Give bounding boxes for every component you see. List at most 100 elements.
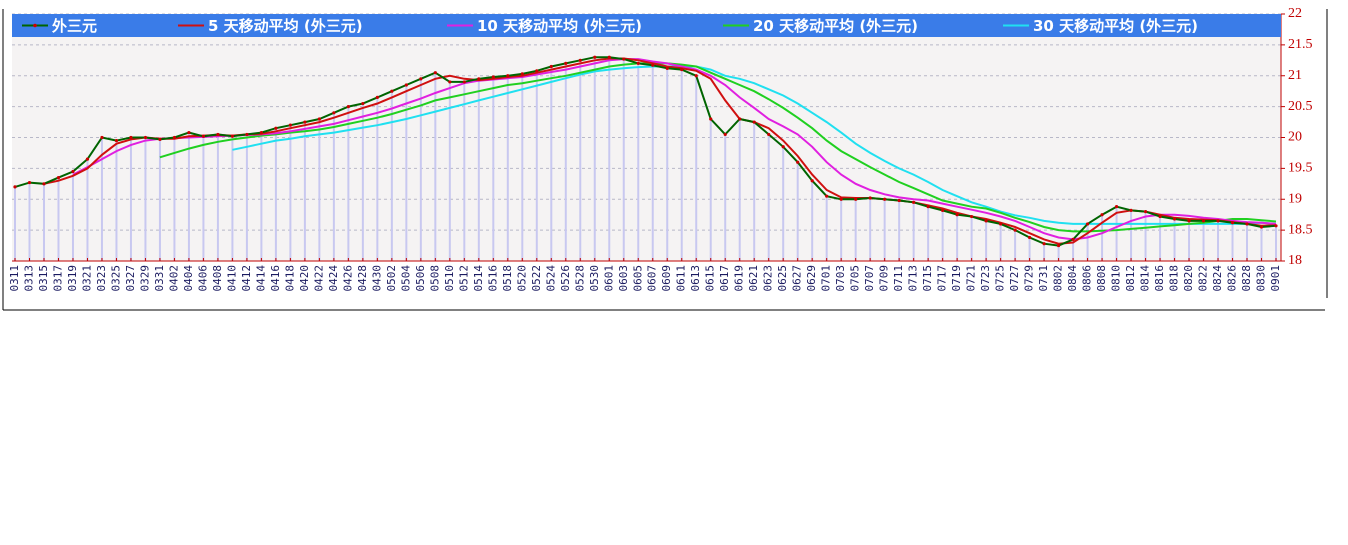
point [694,74,698,78]
x-tick-label: 0625 [776,265,789,292]
x-tick-label: 0508 [428,265,441,292]
x-tick-label: 0901 [1269,265,1282,292]
series-line [72,58,1277,241]
point [433,71,437,75]
x-tick-label: 0721 [965,265,978,292]
x-tick-label: 0601 [602,265,615,292]
x-tick-label: 0828 [1240,265,1253,292]
point [622,57,626,61]
point [738,117,742,121]
point [1042,242,1046,246]
x-tick-label: 0516 [486,265,499,292]
point [1187,219,1191,223]
point [419,77,423,81]
point [114,138,119,143]
x-tick-label: 0822 [1197,265,1210,292]
x-tick-label: 0818 [1168,265,1181,292]
x-tick-label: 0408 [211,265,224,292]
point [100,135,104,140]
point [854,197,858,201]
x-tick-label: 0402 [167,265,180,292]
point [158,137,162,141]
legend-label: 10 天移动平均 (外三元) [477,17,642,35]
point [1085,222,1090,226]
point [767,132,771,137]
point [390,89,394,93]
y-tick-label: 20.5 [1288,99,1313,114]
x-tick-label: 0502 [385,265,398,292]
x-tick-label: 0424 [327,265,340,292]
x-tick-label: 0824 [1211,265,1224,292]
legend [12,14,1281,37]
point [27,180,32,185]
point [564,61,568,65]
x-tick-label: 0607 [646,265,659,292]
x-tick-label: 0512 [457,265,470,292]
x-tick-label: 0820 [1182,265,1195,292]
point [259,130,264,135]
x-tick-label: 0504 [399,265,412,292]
x-tick-label: 0711 [892,265,905,292]
point [187,130,191,135]
x-tick-label: 0605 [631,265,644,292]
x-tick-label: 0725 [994,265,1007,292]
point [1245,222,1249,226]
point [1158,214,1162,219]
x-tick-label: 0623 [762,265,775,292]
x-tick-label: 0323 [95,265,108,292]
point [1056,243,1061,248]
point [375,95,379,99]
point [1230,221,1235,225]
y-tick-label: 18.5 [1288,222,1313,237]
x-tick-label: 0727 [1008,265,1021,292]
point [926,205,930,209]
point [781,145,785,149]
point [216,132,220,137]
point [941,208,945,212]
x-tick-label: 0321 [80,265,93,292]
point [274,126,278,130]
point [1027,235,1032,240]
x-tick-label: 0416 [269,265,282,292]
x-tick-label: 0524 [544,265,557,292]
point [71,169,75,174]
point [984,219,988,223]
x-tick-label: 0731 [1037,265,1050,292]
point [42,182,46,186]
x-tick-label: 0313 [22,265,35,292]
x-tick-label: 0802 [1052,265,1065,292]
point [143,135,148,140]
x-tick-label: 0319 [66,265,79,292]
x-tick-label: 0410 [225,265,238,292]
x-tick-label: 0615 [704,265,717,292]
legend-label: 20 天移动平均 (外三元) [753,17,918,35]
point [535,69,539,73]
x-tick-label: 0422 [312,265,325,292]
point [462,80,466,84]
x-tick-label: 0812 [1124,265,1137,292]
x-tick-label: 0619 [733,265,746,292]
point [1100,213,1104,217]
x-tick-label: 0506 [414,265,427,292]
point [1071,237,1075,241]
point [1216,219,1220,223]
point [1274,224,1278,228]
y-tick-label: 21.5 [1288,37,1313,52]
point [13,185,17,189]
x-tick-label: 0808 [1095,265,1108,292]
x-tick-label: 0713 [907,265,920,292]
x-tick-label: 0707 [863,265,876,292]
x-tick-label: 0311 [8,265,21,292]
point [709,117,713,121]
x-tick-label: 0816 [1153,265,1166,292]
point [636,61,640,65]
y-tick-label: 19.5 [1288,161,1313,176]
x-tick-label: 0810 [1110,265,1123,292]
series-line [14,56,1277,247]
x-tick-label: 0414 [254,265,267,292]
x-tick-label: 0514 [472,265,485,292]
point [955,213,959,217]
y-tick-label: 19 [1288,191,1302,206]
